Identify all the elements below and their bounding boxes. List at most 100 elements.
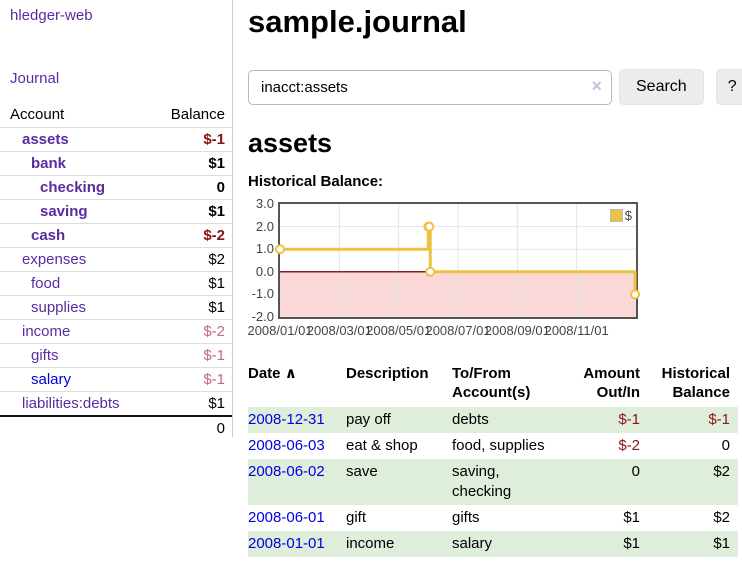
- search-row: × Search ?: [248, 69, 742, 105]
- accounts-total-row: 0: [0, 415, 232, 440]
- account-balance: $1: [148, 151, 232, 176]
- transaction-amount: 0: [562, 459, 648, 505]
- transaction-description: income: [338, 531, 444, 557]
- legend-label: $: [624, 208, 632, 223]
- accounts-total-value: 0: [148, 415, 232, 440]
- account-row: assets $-1: [0, 127, 232, 152]
- account-link-income[interactable]: income: [22, 323, 71, 340]
- transaction-balance: $-1: [648, 407, 738, 433]
- account-link-cash[interactable]: cash: [31, 227, 66, 244]
- account-row: gifts $-1: [0, 343, 232, 368]
- legend-swatch-icon: [609, 209, 623, 222]
- account-heading: assets: [248, 128, 333, 158]
- search-box: ×: [248, 69, 612, 105]
- x-tick-label: 2008/11/01: [544, 323, 609, 338]
- account-balance: $-1: [148, 367, 232, 392]
- transaction-description: eat & shop: [346, 437, 418, 454]
- transaction-balance: $1: [648, 531, 738, 557]
- x-tick-label: 2008/09/01: [484, 323, 550, 338]
- transaction-description: gift: [346, 509, 367, 526]
- transactions-header-row: Date ∧ Description To/From Account(s) Am…: [248, 361, 738, 407]
- transaction-date-link[interactable]: 2008-06-01: [248, 509, 325, 526]
- account-balance: $2: [148, 247, 232, 272]
- x-tick-label: 2008/05/01: [366, 323, 432, 338]
- account-balance: $1: [148, 295, 232, 320]
- search-input[interactable]: [248, 69, 612, 105]
- transaction-date-link[interactable]: 2008-06-02: [248, 463, 325, 480]
- account-link-checking[interactable]: checking: [40, 179, 106, 196]
- account-link-supplies[interactable]: supplies: [31, 299, 87, 316]
- sort-ascending-icon: ∧: [284, 365, 297, 382]
- transaction-balance: $2: [713, 509, 730, 526]
- account-link-gifts[interactable]: gifts: [31, 347, 59, 364]
- account-row: liabilities:debts $1: [0, 391, 232, 416]
- data-point-marker[interactable]: [275, 244, 285, 255]
- accounts-table: Account Balance assets $-1 bank $1 check…: [0, 103, 232, 440]
- y-tick-label: 1.0: [255, 241, 274, 257]
- help-button[interactable]: ?: [715, 69, 742, 105]
- data-point-marker[interactable]: [630, 289, 641, 300]
- account-balance: $1: [148, 391, 232, 416]
- account-balance: $1: [148, 199, 232, 224]
- x-tick-label: 2008/07/01: [425, 323, 491, 338]
- table-row: 2008-06-01 gift gifts $1 $2: [248, 505, 738, 531]
- column-header-date[interactable]: Date ∧: [248, 365, 297, 382]
- account-row: saving $1: [0, 199, 232, 224]
- transaction-description: pay off: [338, 407, 444, 433]
- accounts-header-account: Account: [10, 106, 65, 123]
- page-title: sample.journal: [248, 4, 467, 39]
- clear-search-icon[interactable]: ×: [591, 75, 602, 96]
- account-row: expenses $2: [0, 247, 232, 272]
- account-row: salary $-1: [0, 367, 232, 392]
- column-header-accounts: To/From Account(s): [452, 365, 531, 401]
- transaction-accounts: gifts: [452, 509, 480, 526]
- transaction-date-link[interactable]: 2008-01-01: [248, 535, 325, 552]
- search-button[interactable]: Search: [619, 69, 704, 105]
- y-tick-label: -2.0: [251, 309, 274, 324]
- account-row: income $-2: [0, 319, 232, 344]
- app-title-link[interactable]: hledger-web: [10, 7, 93, 24]
- transaction-date-link[interactable]: 2008-06-03: [248, 437, 325, 454]
- chart-plot-area[interactable]: $: [275, 202, 641, 319]
- transaction-amount: $-1: [562, 407, 648, 433]
- y-tick-label: 0.0: [255, 263, 274, 279]
- transactions-table: Date ∧ Description To/From Account(s) Am…: [248, 361, 738, 557]
- account-link-bank[interactable]: bank: [31, 155, 67, 172]
- transaction-description: save: [338, 459, 444, 505]
- y-tick-label: 3.0: [255, 196, 274, 211]
- data-point-marker[interactable]: [425, 266, 436, 277]
- account-row: bank $1: [0, 151, 232, 176]
- transaction-balance: $2: [648, 459, 738, 505]
- table-row: 2008-12-31 pay off debts $-1 $-1: [248, 407, 738, 433]
- column-header-balance: Historical Balance: [661, 365, 730, 401]
- account-link-food[interactable]: food: [31, 275, 61, 292]
- account-row: supplies $1: [0, 295, 232, 320]
- accounts-header-balance: Balance: [170, 106, 225, 123]
- y-tick-label: 2.0: [255, 218, 274, 234]
- transaction-date-link[interactable]: 2008-12-31: [248, 411, 325, 428]
- account-row: checking 0: [0, 175, 232, 200]
- account-link-liabilities-debts[interactable]: liabilities:debts: [22, 395, 120, 412]
- account-balance: 0: [148, 175, 232, 200]
- transaction-accounts: salary: [444, 531, 562, 557]
- chart-x-axis-labels: 2008/01/01 2008/03/01 2008/05/01 2008/07/01…: [247, 323, 742, 339]
- account-link-expenses[interactable]: expenses: [22, 251, 87, 268]
- historical-balance-chart: 3.0 2.0 1.0 0.0 -1.0 -2.0 $: [248, 197, 742, 324]
- account-link-saving[interactable]: saving: [40, 203, 88, 220]
- chart-legend: $: [609, 208, 632, 223]
- data-point-marker[interactable]: [424, 221, 435, 232]
- column-header-description: Description: [346, 365, 429, 382]
- table-row: 2008-06-02 save saving, checking 0 $2: [248, 459, 738, 505]
- accounts-header-row: Account Balance: [0, 103, 232, 128]
- account-link-assets[interactable]: assets: [22, 131, 69, 148]
- account-balance: $-1: [148, 343, 232, 368]
- account-balance: $-1: [148, 127, 232, 152]
- account-link-salary[interactable]: salary: [31, 371, 72, 388]
- sidebar: hledger-web Journal Account Balance asse…: [0, 0, 233, 440]
- transaction-accounts: food, supplies: [452, 437, 545, 454]
- main-content: sample.journal × Search ? assets Histori…: [233, 0, 742, 557]
- chart-title: Historical Balance:: [248, 173, 384, 190]
- chart-canvas[interactable]: [275, 204, 641, 317]
- transaction-amount: $1: [562, 531, 648, 557]
- sidebar-item-journal[interactable]: Journal: [10, 70, 60, 87]
